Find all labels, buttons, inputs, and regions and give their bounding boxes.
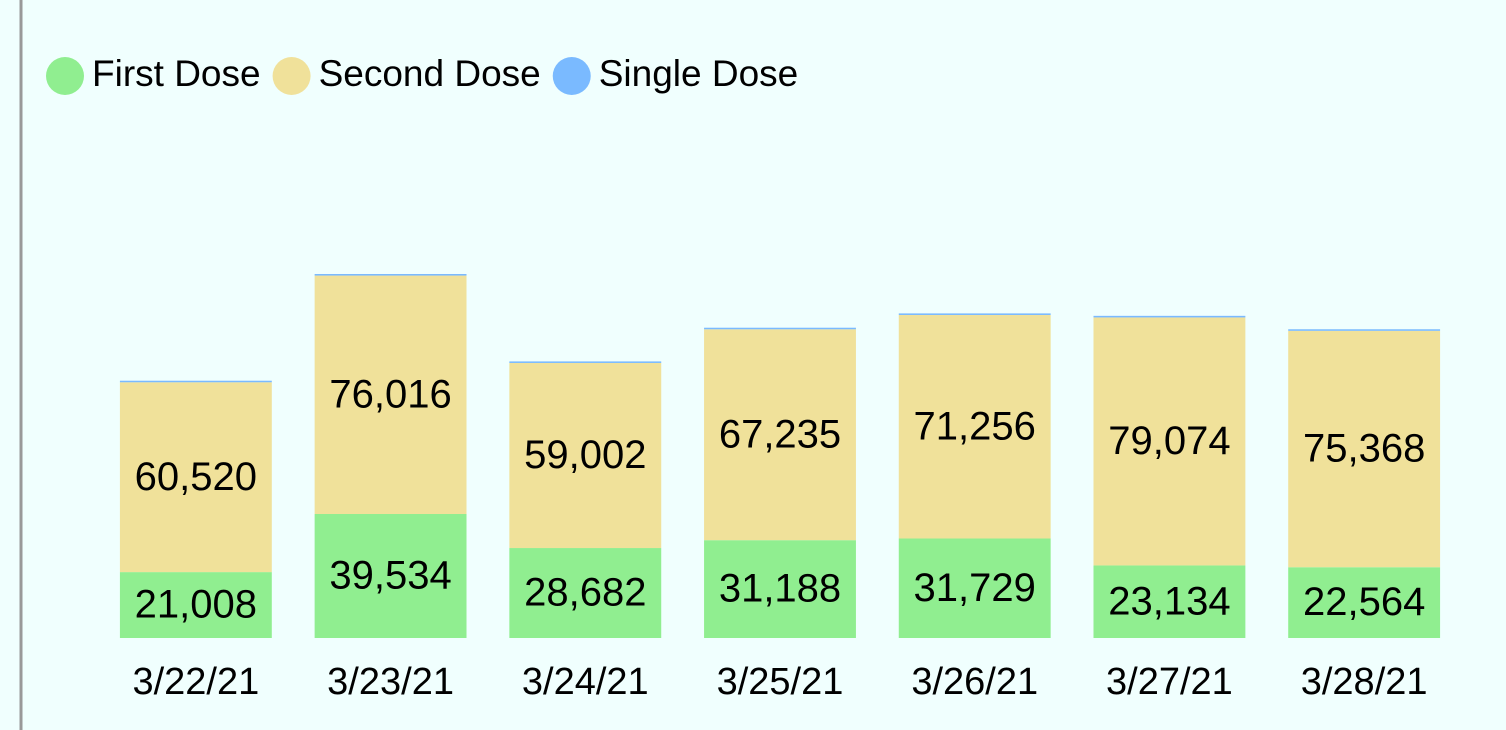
x-tick-label: 3/22/21: [132, 661, 259, 703]
bar-segment: [1093, 317, 1246, 566]
x-tick-label: 3/23/21: [327, 661, 454, 703]
bar-segment: [1288, 329, 1441, 331]
bar-segment: [509, 361, 662, 363]
bar-segment: [1288, 330, 1441, 568]
value-label: 22,564: [1303, 580, 1425, 624]
bar-segment: [704, 327, 856, 330]
x-tick-label: 3/28/21: [1301, 661, 1428, 703]
bar-segment: [314, 274, 467, 276]
value-label: 28,682: [524, 571, 646, 615]
x-tick-label: 3/26/21: [911, 661, 1038, 703]
bar-segment: [1093, 565, 1246, 638]
x-tick-label: 3/24/21: [522, 661, 649, 703]
value-label: 31,729: [914, 566, 1036, 610]
bar-segment: [119, 380, 272, 383]
legend-label: Single Dose: [599, 53, 799, 94]
legend-swatch: [272, 57, 311, 95]
legend-swatch: [552, 57, 591, 95]
x-tick-label: 3/25/21: [717, 661, 844, 703]
value-label: 75,368: [1303, 427, 1425, 471]
value-label: 71,256: [914, 404, 1036, 448]
value-label: 23,134: [1108, 579, 1230, 623]
bar-segment: [119, 382, 272, 573]
value-label: 79,074: [1108, 419, 1230, 463]
bar-segment: [119, 572, 272, 638]
bar-segment: [898, 538, 1051, 638]
bar-segment: [314, 275, 467, 514]
legend-swatch: [46, 57, 84, 95]
value-label: 39,534: [329, 554, 451, 598]
bar-segment: [898, 313, 1051, 315]
value-label: 31,188: [719, 567, 841, 611]
legend-label: Second Dose: [319, 53, 541, 94]
bar-segment: [898, 314, 1051, 539]
value-label: 67,235: [719, 412, 841, 456]
x-tick-label: 3/27/21: [1106, 661, 1233, 703]
value-label: 76,016: [329, 372, 451, 416]
value-label: 21,008: [135, 583, 257, 627]
legend-label: First Dose: [92, 53, 261, 94]
bar-segment: [704, 329, 856, 541]
bar-segment: [1288, 567, 1441, 638]
value-label: 60,520: [135, 455, 257, 499]
value-label: 59,002: [524, 433, 646, 477]
bar-segment: [704, 540, 856, 638]
bar-segment: [1093, 315, 1246, 318]
bar-segment: [509, 362, 662, 549]
bar-segment: [314, 513, 467, 638]
bar-segment: [509, 548, 662, 638]
